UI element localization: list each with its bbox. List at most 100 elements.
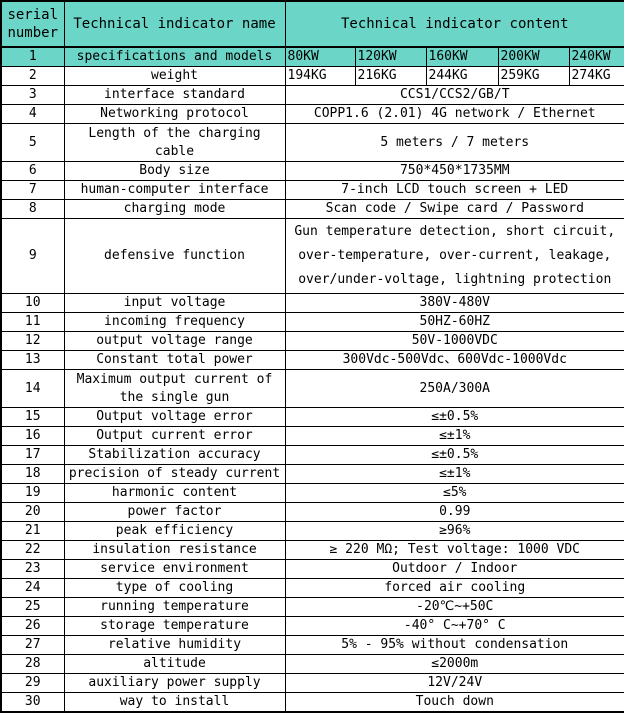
table-row: 9 defensive function Gun temperature detec… xyxy=(0,218,624,294)
indicator-content-cell: ≤±1% xyxy=(284,426,624,446)
weight-cell: 194KG xyxy=(284,66,356,86)
indicator-name-cell: auxiliary power supply xyxy=(63,673,286,693)
serial-number-cell: 20 xyxy=(0,502,65,522)
indicator-content-cell: 12V/24V xyxy=(284,673,624,693)
indicator-name-cell: Constant total power xyxy=(63,350,286,370)
indicator-name-cell: precision of steady current xyxy=(63,464,286,484)
table-row-models: 1 specifications and models 80KW 120KW 1… xyxy=(0,46,624,67)
indicator-name-cell: peak efficiency xyxy=(63,521,286,541)
indicator-content-cell: 250A/300A xyxy=(284,369,624,408)
indicator-content-cell: 50V-1000VDC xyxy=(284,331,624,351)
indicator-name-cell: running temperature xyxy=(63,597,286,617)
serial-number-cell: 14 xyxy=(0,369,65,408)
indicator-name-cell: type of cooling xyxy=(63,578,286,598)
serial-number-cell: 11 xyxy=(0,312,65,332)
table-row: 5 Length of the charging cable 5 meters / … xyxy=(0,123,624,162)
indicator-name-cell: altitude xyxy=(63,654,286,674)
table-row: 13 Constant total power 300Vdc-500Vdc、600V… xyxy=(0,350,624,370)
indicator-name-cell: relative humidity xyxy=(63,635,286,655)
indicator-content-cell: ≤±1% xyxy=(284,464,624,484)
table-row: 24 type of cooling forced air cooling xyxy=(0,578,624,598)
table-header-row: serial number Technical indicator name T… xyxy=(0,0,624,48)
indicator-name-cell: storage temperature xyxy=(63,616,286,636)
table-row: 8 charging mode Scan code / Swipe card / P… xyxy=(0,199,624,219)
indicator-content-cell: 750*450*1735MM xyxy=(284,161,624,181)
indicator-content-cell: ≤5% xyxy=(284,483,624,503)
table-row: 29 auxiliary power supply 12V/24V xyxy=(0,673,624,693)
indicator-name-cell: interface standard xyxy=(63,85,286,105)
serial-number-cell: 22 xyxy=(0,540,65,560)
serial-number-cell: 18 xyxy=(0,464,65,484)
serial-number-cell: 4 xyxy=(0,104,65,124)
table-row: 4 Networking protocol COPP1.6 (2.01) 4G ne… xyxy=(0,104,624,124)
table-row: 15 Output voltage error ≤±0.5% xyxy=(0,407,624,427)
indicator-name-cell: defensive function xyxy=(63,218,286,294)
indicator-name-cell: charging mode xyxy=(63,199,286,219)
serial-number-cell: 24 xyxy=(0,578,65,598)
indicator-name-cell: incoming frequency xyxy=(63,312,286,332)
indicator-name-cell: Stabilization accuracy xyxy=(63,445,286,465)
indicator-name-cell: insulation resistance xyxy=(63,540,286,560)
weight-cell: 216KG xyxy=(354,66,427,86)
serial-number-cell: 1 xyxy=(0,46,65,67)
table-row: 12 output voltage range 50V-1000VDC xyxy=(0,331,624,351)
serial-number-cell: 12 xyxy=(0,331,65,351)
indicator-name-cell: way to install xyxy=(63,692,286,713)
serial-number-cell: 15 xyxy=(0,407,65,427)
indicator-content-cell: ≥ 220 MΩ; Test voltage: 1000 VDC xyxy=(284,540,624,560)
serial-number-cell: 26 xyxy=(0,616,65,636)
indicator-name-cell: specifications and models xyxy=(63,46,286,67)
indicator-name-cell: human-computer interface xyxy=(63,180,286,200)
indicator-content-cell: ≤±0.5% xyxy=(284,407,624,427)
indicator-content-cell: ≤2000m xyxy=(284,654,624,674)
indicator-name-cell: weight xyxy=(63,66,286,86)
indicator-name-cell: power factor xyxy=(63,502,286,522)
header-indicator-name: Technical indicator name xyxy=(63,0,286,48)
table-row: 28 altitude ≤2000m xyxy=(0,654,624,674)
table-row: 22 insulation resistance ≥ 220 MΩ; Test vo… xyxy=(0,540,624,560)
weight-cell: 259KG xyxy=(497,66,570,86)
serial-number-cell: 27 xyxy=(0,635,65,655)
indicator-name-cell: Networking protocol xyxy=(63,104,286,124)
indicator-content-cell: forced air cooling xyxy=(284,578,624,598)
serial-number-cell: 2 xyxy=(0,66,65,86)
indicator-content-cell: 380V-480V xyxy=(284,293,624,313)
table-row: 10 input voltage 380V-480V xyxy=(0,293,624,313)
serial-number-cell: 16 xyxy=(0,426,65,446)
indicator-content-cell: CCS1/CCS2/GB/T xyxy=(284,85,624,105)
table-row: 14 Maximum output current of the single g… xyxy=(0,369,624,408)
table-row: 7 human-computer interface 7-inch LCD touc… xyxy=(0,180,624,200)
serial-number-cell: 21 xyxy=(0,521,65,541)
table-row: 19 harmonic content ≤5% xyxy=(0,483,624,503)
serial-number-cell: 17 xyxy=(0,445,65,465)
serial-number-cell: 28 xyxy=(0,654,65,674)
model-cell: 80KW xyxy=(284,46,356,67)
table-row: 25 running temperature -20℃~+50C xyxy=(0,597,624,617)
indicator-name-cell: output voltage range xyxy=(63,331,286,351)
serial-number-cell: 9 xyxy=(0,218,65,294)
model-cell: 160KW xyxy=(425,46,499,67)
indicator-content-cell: 50HZ-60HZ xyxy=(284,312,624,332)
table-row: 23 service environment Outdoor / Indoor xyxy=(0,559,624,579)
table-row: 30 way to install Touch down xyxy=(0,692,624,713)
serial-number-cell: 25 xyxy=(0,597,65,617)
indicator-content-cell: Gun temperature detection, short circuit… xyxy=(284,218,624,294)
indicator-content-cell: 0.99 xyxy=(284,502,624,522)
table-row: 6 Body size 750*450*1735MM xyxy=(0,161,624,181)
indicator-name-cell: Output voltage error xyxy=(63,407,286,427)
table-row: 18 precision of steady current ≤±1% xyxy=(0,464,624,484)
indicator-content-cell: ≤±0.5% xyxy=(284,445,624,465)
serial-number-cell: 29 xyxy=(0,673,65,693)
indicator-content-cell: Touch down xyxy=(284,692,624,713)
weight-cell: 274KG xyxy=(568,66,624,86)
table-row: 17 Stabilization accuracy ≤±0.5% xyxy=(0,445,624,465)
indicator-content-cell: COPP1.6 (2.01) 4G network / Ethernet xyxy=(284,104,624,124)
serial-number-cell: 8 xyxy=(0,199,65,219)
indicator-name-cell: Output current error xyxy=(63,426,286,446)
indicator-content-cell: ≥96% xyxy=(284,521,624,541)
table-row: 3 interface standard CCS1/CCS2/GB/T xyxy=(0,85,624,105)
table-row-weight: 2 weight 194KG 216KG 244KG 259KG 274KG xyxy=(0,66,624,86)
indicator-content-cell: Scan code / Swipe card / Password xyxy=(284,199,624,219)
serial-number-cell: 30 xyxy=(0,692,65,713)
indicator-content-cell: 5% - 95% without condensation xyxy=(284,635,624,655)
